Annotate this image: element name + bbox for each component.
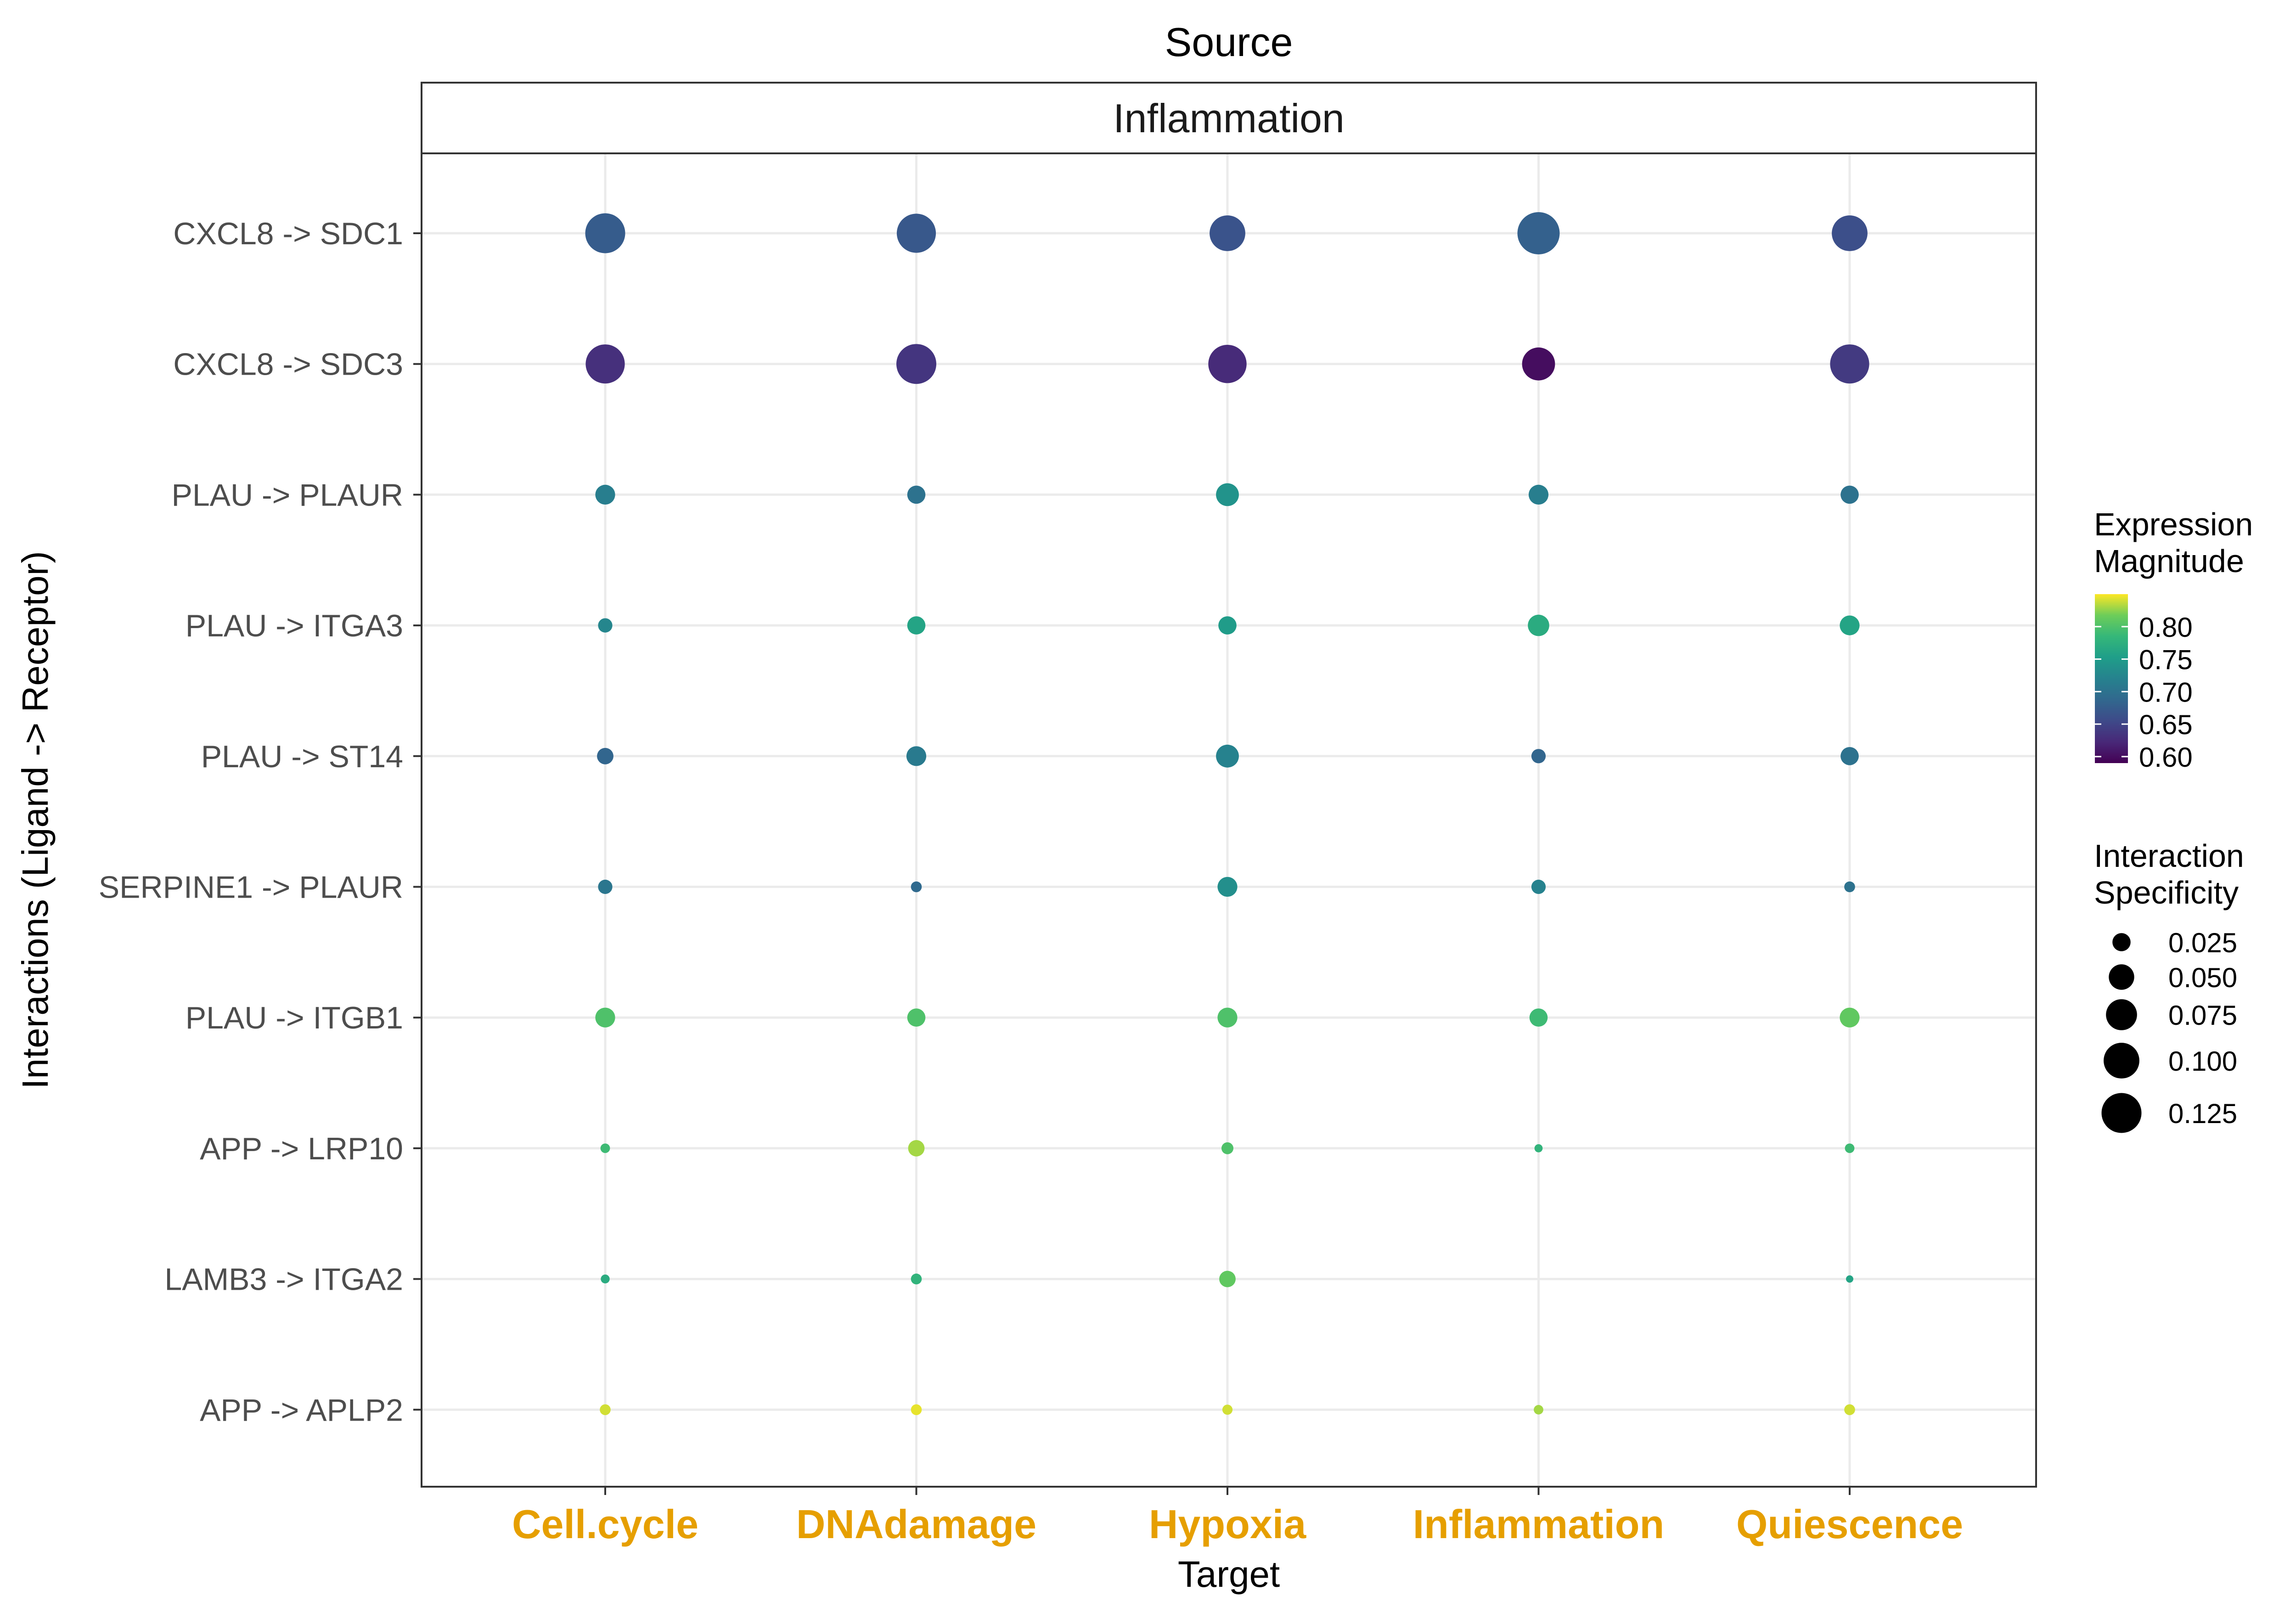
data-point bbox=[601, 1274, 610, 1284]
data-point bbox=[1528, 484, 1549, 505]
plot-panel-border bbox=[421, 152, 2037, 1488]
data-point bbox=[1846, 1275, 1853, 1283]
color-legend-title-line2: Magnitude bbox=[2094, 543, 2244, 579]
data-point bbox=[911, 881, 922, 893]
data-point bbox=[896, 214, 936, 253]
data-point bbox=[1217, 877, 1238, 897]
y-tick-label: APP -> LRP10 bbox=[200, 1131, 403, 1166]
data-point bbox=[585, 344, 625, 384]
data-point bbox=[595, 1007, 615, 1028]
data-point bbox=[585, 213, 625, 253]
data-point bbox=[1522, 347, 1555, 381]
data-point bbox=[1529, 1008, 1548, 1027]
color-legend: Expression Magnitude 0.600.650.700.750.8… bbox=[2094, 506, 2253, 773]
data-point bbox=[1222, 1405, 1233, 1415]
y-tick-label: PLAU -> PLAUR bbox=[171, 478, 403, 512]
data-point bbox=[906, 746, 927, 766]
size-legend-items: 0.025 0.050 0.075 0.100 0.125 bbox=[2101, 927, 2237, 1133]
size-legend: Interaction Specificity 0.0250.0500.0750… bbox=[2094, 838, 2244, 1133]
y-axis-tick-labels: CXCL8 -> SDC1 CXCL8 -> SDC3 PLAU -> PLAUR P… bbox=[99, 216, 403, 1427]
color-legend-tick-label: 0.75 bbox=[2139, 645, 2193, 675]
size-legend-label: 0.125 bbox=[2168, 1098, 2237, 1129]
axis-ticks bbox=[413, 232, 1851, 1495]
y-tick-label: CXCL8 -> SDC3 bbox=[173, 347, 403, 382]
size-legend-label: 0.050 bbox=[2168, 962, 2237, 993]
x-tick-label: DNAdamage bbox=[796, 1501, 1036, 1547]
facet-strip-label: Inflammation bbox=[1113, 96, 1345, 141]
data-point bbox=[907, 1008, 926, 1027]
color-legend-title-line1: Expression bbox=[2094, 506, 2253, 542]
data-point bbox=[1528, 614, 1549, 636]
color-legend-tick-label: 0.60 bbox=[2139, 742, 2193, 773]
size-legend-dot bbox=[2101, 1093, 2142, 1133]
color-legend-tick-label: 0.70 bbox=[2139, 677, 2193, 708]
y-tick-label: LAMB3 -> ITGA2 bbox=[164, 1262, 403, 1297]
data-point bbox=[1219, 1270, 1236, 1287]
data-point bbox=[1221, 1142, 1233, 1154]
color-legend-tick-label: 0.80 bbox=[2139, 612, 2193, 643]
size-legend-dot bbox=[2106, 999, 2137, 1030]
data-point bbox=[911, 1273, 922, 1285]
data-point bbox=[1844, 881, 1855, 893]
size-legend-title-line2: Specificity bbox=[2094, 875, 2239, 910]
data-point bbox=[595, 484, 615, 505]
y-tick-label: PLAU -> ST14 bbox=[201, 739, 403, 774]
x-axis-title: Target bbox=[1178, 1554, 1280, 1595]
y-tick-label: SERPINE1 -> PLAUR bbox=[99, 870, 403, 905]
data-point bbox=[598, 618, 613, 633]
size-legend-title-line1: Interaction bbox=[2094, 838, 2244, 874]
data-point bbox=[1840, 485, 1859, 504]
data-point bbox=[600, 1143, 610, 1153]
y-tick-label: APP -> APLP2 bbox=[200, 1393, 403, 1427]
data-point bbox=[1531, 879, 1546, 894]
x-tick-label: Hypoxia bbox=[1149, 1501, 1306, 1547]
data-point bbox=[1840, 1007, 1860, 1028]
data-point bbox=[1832, 215, 1868, 251]
size-legend-label: 0.100 bbox=[2168, 1046, 2237, 1077]
data-point bbox=[1534, 1144, 1543, 1152]
data-point bbox=[1216, 483, 1239, 506]
x-tick-label: Quiescence bbox=[1736, 1501, 1963, 1547]
data-point bbox=[1217, 1007, 1238, 1028]
data-point bbox=[1517, 212, 1560, 254]
y-axis-title: Interactions (Ligand -> Receptor) bbox=[15, 551, 56, 1089]
data-point bbox=[1830, 344, 1869, 384]
color-legend-ticks: 0.600.650.700.750.80 bbox=[2095, 612, 2193, 773]
data-point bbox=[1840, 747, 1859, 765]
size-legend-label: 0.075 bbox=[2168, 1000, 2237, 1031]
data-point bbox=[907, 616, 926, 635]
chart-title: Source bbox=[1165, 19, 1293, 65]
color-legend-bar bbox=[2095, 594, 2128, 763]
color-legend-tick-label: 0.65 bbox=[2139, 709, 2193, 740]
data-point bbox=[1210, 215, 1245, 251]
data-point bbox=[600, 1404, 611, 1416]
y-tick-label: PLAU -> ITGB1 bbox=[186, 1000, 403, 1035]
data-point bbox=[1208, 345, 1247, 383]
size-legend-dot bbox=[2109, 964, 2134, 990]
size-legend-label: 0.025 bbox=[2168, 927, 2237, 958]
data-point bbox=[908, 1140, 925, 1157]
data-point bbox=[1844, 1404, 1855, 1416]
data-point bbox=[1218, 616, 1237, 635]
size-legend-dot bbox=[2104, 1043, 2139, 1079]
x-tick-label: Cell.cycle bbox=[512, 1501, 698, 1547]
data-point bbox=[911, 1404, 922, 1416]
data-point bbox=[598, 879, 613, 894]
y-tick-label: PLAU -> ITGA3 bbox=[186, 608, 403, 643]
data-point bbox=[907, 485, 926, 504]
x-axis-tick-labels: Cell.cycle DNAdamage Hypoxia Inflammation Qu… bbox=[512, 1501, 1963, 1547]
y-tick-label: CXCL8 -> SDC1 bbox=[173, 216, 403, 251]
data-points bbox=[585, 212, 1869, 1416]
data-point bbox=[1840, 615, 1860, 635]
data-point bbox=[896, 344, 936, 384]
x-tick-label: Inflammation bbox=[1413, 1501, 1665, 1547]
size-legend-dot bbox=[2112, 933, 2131, 951]
facet-strip bbox=[421, 82, 2037, 154]
data-point bbox=[1531, 749, 1546, 764]
data-point bbox=[1216, 744, 1239, 768]
data-point bbox=[1845, 1143, 1855, 1153]
data-point bbox=[597, 747, 613, 764]
data-point bbox=[1534, 1405, 1543, 1415]
